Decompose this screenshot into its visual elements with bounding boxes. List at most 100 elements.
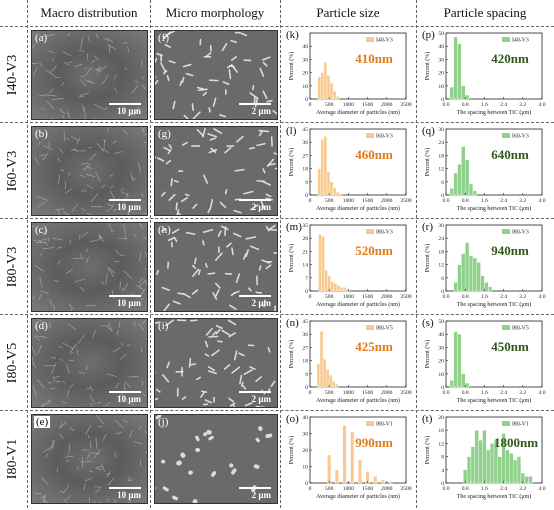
y-axis-label: Percent (%) <box>424 244 431 273</box>
y-tick-label: 12 <box>438 441 444 447</box>
micro-particle <box>164 44 171 49</box>
micro-particle <box>183 63 192 67</box>
y-tick-label: 30 <box>438 345 444 351</box>
panel-label: (k) <box>286 29 299 41</box>
macro-feature <box>81 163 88 164</box>
micro-particle <box>172 228 180 234</box>
histogram-bar <box>484 282 488 291</box>
macro-feature <box>58 158 60 162</box>
micro-particle <box>231 366 240 374</box>
micro-particle <box>226 242 233 248</box>
macro-feature <box>69 62 73 63</box>
macro-feature <box>77 137 81 144</box>
macro-feature <box>142 381 143 386</box>
macro-feature <box>144 214 147 215</box>
panel-label: (c) <box>35 224 47 236</box>
micro-particle <box>253 464 260 469</box>
macro-feature <box>143 85 146 90</box>
macro-feature <box>121 188 124 191</box>
micro-particle <box>176 460 183 466</box>
macro-feature <box>96 466 102 468</box>
macro-feature <box>102 185 106 188</box>
macro-feature <box>120 354 126 359</box>
macro-feature <box>89 497 90 503</box>
micro-particle <box>249 366 256 370</box>
row-label: I60-V3 <box>0 123 26 219</box>
y-tick-label: 28 <box>302 236 308 242</box>
macro-feature <box>102 75 108 84</box>
macro-feature <box>114 152 123 154</box>
micro-particle <box>262 180 271 185</box>
micro-particle <box>207 272 215 275</box>
macro-feature <box>41 495 46 497</box>
micro-particle <box>161 191 167 197</box>
micro-particle <box>213 397 215 403</box>
panel-label: (t) <box>422 413 433 425</box>
macro-feature <box>56 381 61 382</box>
macro-feature <box>80 175 85 177</box>
micro-particle <box>249 147 255 150</box>
histogram-bar <box>336 192 339 195</box>
macro-feature <box>107 374 117 377</box>
y-tick-label: 27 <box>302 345 308 351</box>
histogram-bar <box>333 91 336 99</box>
micro-particle <box>221 329 230 335</box>
histogram-bar <box>509 453 513 483</box>
x-tick-label: 3.2 <box>519 390 526 396</box>
macro-feature <box>40 277 43 288</box>
y-tick-label: 0 <box>441 97 444 103</box>
y-tick-label: 20 <box>438 415 444 421</box>
macro-feature <box>88 435 89 438</box>
macro-feature <box>107 472 111 478</box>
scale-bar: 10 μm <box>109 391 141 404</box>
legend-label: I60-V3 <box>376 134 393 140</box>
micro-particle <box>217 340 223 342</box>
micro-particle <box>190 319 198 321</box>
macro-feature <box>104 406 107 407</box>
micro-particle <box>256 275 258 285</box>
x-axis-label: Average diameter of particles (nm) <box>316 205 400 212</box>
micro-particle <box>155 58 157 64</box>
micro-particle <box>208 435 215 441</box>
macro-feature <box>44 500 52 503</box>
macro-feature <box>79 51 85 52</box>
histogram-bar <box>326 369 329 387</box>
micro-particle <box>210 45 212 52</box>
histogram-bar <box>346 289 349 291</box>
histogram-bar <box>465 160 469 195</box>
micro-particle <box>192 111 201 119</box>
macro-feature <box>90 395 95 404</box>
histogram-bar <box>335 384 338 387</box>
y-tick-label: 21 <box>302 249 308 255</box>
micro-particle <box>155 388 161 393</box>
macro-feature <box>48 237 49 241</box>
macro-feature <box>115 432 121 434</box>
histogram-bar <box>321 139 324 195</box>
micro-particle <box>191 145 200 147</box>
macro-feature <box>145 280 147 287</box>
micro-particle <box>209 79 219 81</box>
panel-label: (f) <box>158 32 169 44</box>
macro-feature <box>111 230 114 231</box>
micro-particle <box>191 289 198 295</box>
micro-particle <box>273 152 277 155</box>
row-label-text: I80-V3 <box>5 247 21 287</box>
macro-feature <box>110 186 113 187</box>
micro-particle <box>185 193 190 196</box>
macro-feature <box>107 327 113 331</box>
panel-label: (j) <box>158 416 168 428</box>
histogram-bar <box>454 332 458 387</box>
micro-particle <box>179 80 182 86</box>
micro-particle <box>215 289 220 297</box>
histogram-bar <box>473 191 477 195</box>
x-tick-label: 1.6 <box>481 102 488 108</box>
histogram-bar <box>467 457 471 483</box>
macro-feature <box>124 67 127 69</box>
panel-label: (m) <box>286 221 302 233</box>
y-tick-label: 24 <box>438 140 444 146</box>
y-tick-label: 24 <box>438 236 444 242</box>
histogram-bar <box>450 188 454 195</box>
